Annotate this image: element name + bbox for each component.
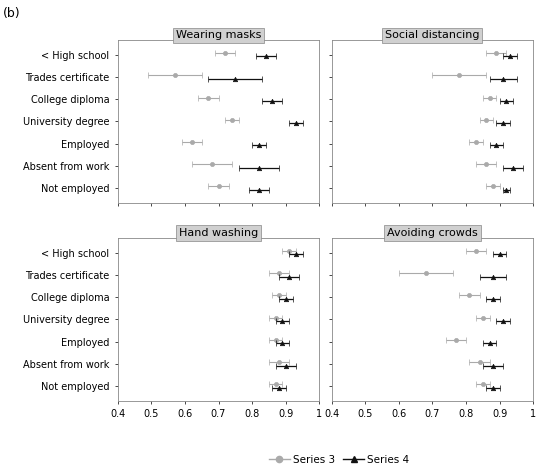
Text: (b): (b) (3, 7, 20, 20)
Text: Social distancing: Social distancing (385, 30, 480, 40)
Legend: Series 3, Series 4: Series 3, Series 4 (265, 450, 414, 469)
Text: Wearing masks: Wearing masks (176, 30, 261, 40)
Text: Avoiding crowds: Avoiding crowds (387, 228, 478, 238)
Text: Hand washing: Hand washing (179, 228, 258, 238)
